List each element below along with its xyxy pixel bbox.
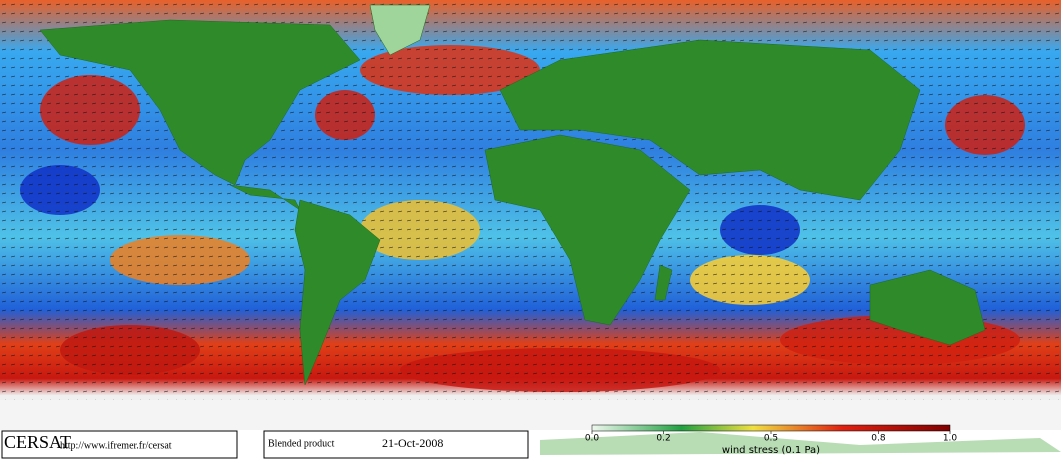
date: 21-Oct-2008 xyxy=(382,436,443,450)
colorbar xyxy=(591,424,951,432)
logo: CERSAT xyxy=(4,432,71,452)
colorbar-tick-label: 0.8 xyxy=(871,434,886,444)
colorbar-tick-label: 1.0 xyxy=(943,434,958,444)
continents xyxy=(39,4,986,386)
colorbar-tick-label: 0.2 xyxy=(656,434,670,444)
url: http://www.ifremer.fr/cersat xyxy=(60,440,172,451)
colorbar-tick-label: 0.0 xyxy=(585,434,600,444)
antarctic-coast xyxy=(540,432,1061,455)
product-box xyxy=(263,430,529,459)
logo-box xyxy=(1,430,238,459)
colorbar-label: wind stress (0.1 Pa) xyxy=(722,445,820,456)
product: Blended product xyxy=(268,438,335,449)
colorbar-tick-label: 0.5 xyxy=(764,434,778,444)
